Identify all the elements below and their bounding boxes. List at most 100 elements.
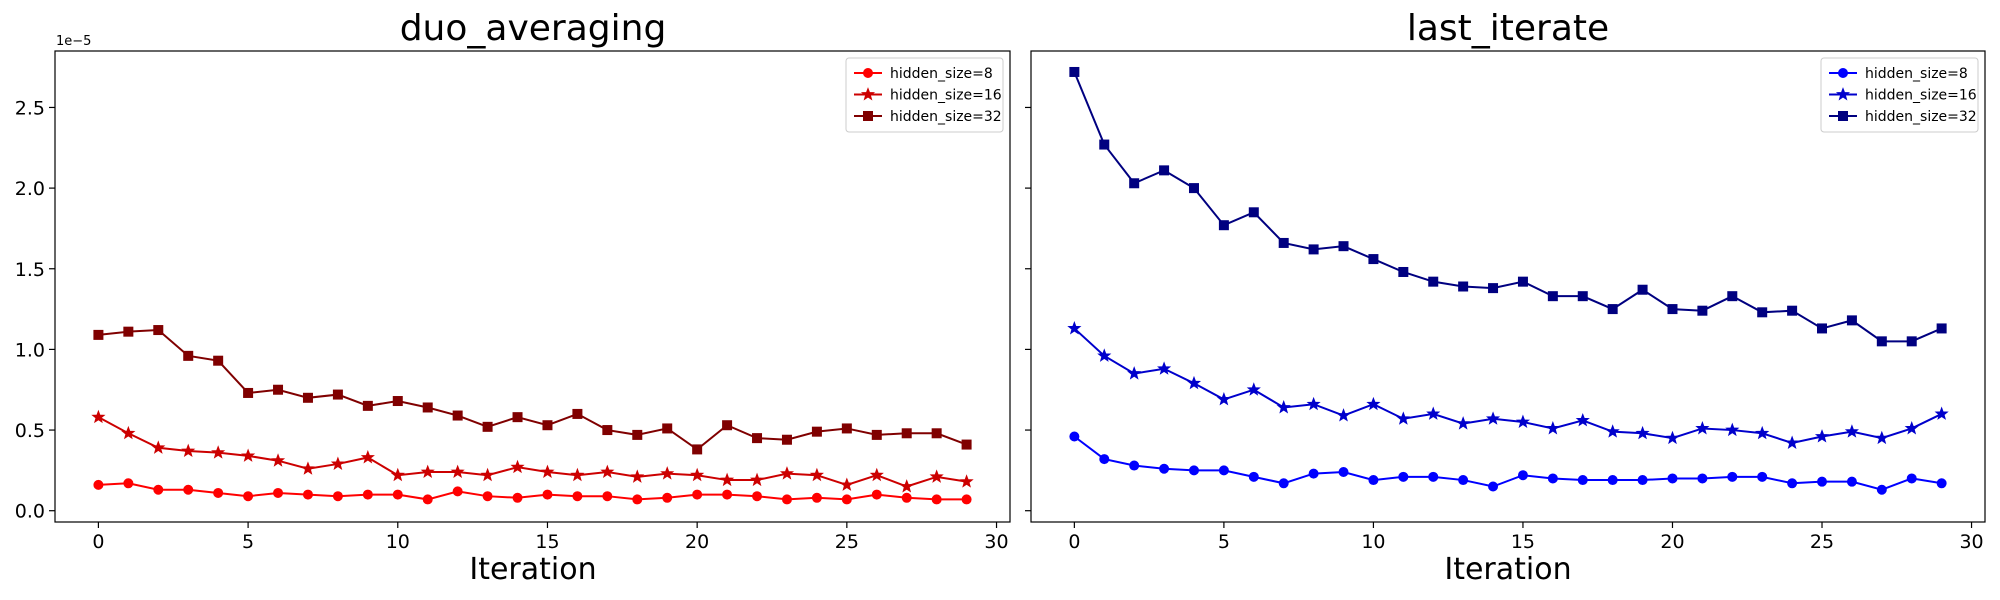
data-point-marker [1129, 460, 1140, 471]
x-tick-label: 15 [535, 531, 559, 553]
data-point-marker [1635, 425, 1650, 440]
legend-label: hidden_size=16 [890, 88, 1002, 104]
axes-frame [54, 50, 1011, 523]
data-point-marker [1186, 375, 1202, 390]
data-point-marker [632, 429, 643, 440]
y-tick-label: 0.5 [15, 420, 45, 442]
data-point-marker [482, 421, 493, 432]
data-point-marker [510, 459, 525, 474]
data-point-marker [1838, 111, 1848, 121]
chart-right: last_iterate 0 5 10 15 20 25 30 hidden_size=8hi… [1025, 8, 1986, 587]
data-point-marker [1785, 435, 1800, 449]
data-point-marker [1428, 276, 1439, 287]
data-point-marker [662, 492, 673, 503]
data-point-marker [1216, 391, 1231, 406]
data-point-marker [452, 410, 463, 421]
data-point-marker [781, 434, 792, 445]
data-point-marker [1934, 406, 1949, 420]
legend-item: hidden_size=16 [1829, 87, 1977, 104]
y-tick-label: 0.0 [15, 501, 45, 523]
data-point-marker [1667, 304, 1678, 315]
data-point-marker [811, 426, 822, 437]
data-point-marker [572, 408, 583, 419]
data-point-marker [542, 420, 553, 431]
data-point-marker [1665, 430, 1680, 445]
data-point-marker [1607, 304, 1618, 315]
data-point-marker [1637, 284, 1648, 295]
data-point-marker [1157, 361, 1172, 375]
data-point-marker [300, 461, 316, 475]
data-point-marker [1695, 421, 1710, 435]
data-point-marker [183, 350, 194, 361]
series-hidden_size=32 [1069, 66, 1947, 347]
data-point-marker [420, 464, 435, 479]
data-point-marker [392, 489, 403, 500]
data-point-marker [572, 491, 583, 502]
legend-label: hidden_size=32 [890, 109, 1002, 125]
data-point-marker [1218, 465, 1229, 476]
data-point-marker [961, 494, 972, 505]
data-point-marker [1276, 400, 1291, 414]
chart-title: duo_averaging [400, 8, 667, 49]
data-point-marker [123, 326, 134, 337]
data-point-marker [1605, 424, 1620, 438]
data-point-marker [1456, 416, 1471, 430]
data-point-marker [1817, 476, 1828, 487]
data-point-marker [600, 464, 615, 479]
data-point-marker [302, 489, 313, 500]
data-point-marker [1906, 473, 1917, 484]
data-point-marker [243, 491, 254, 502]
data-point-marker [1697, 473, 1708, 484]
data-point-marker [1607, 475, 1618, 486]
data-point-marker [360, 450, 375, 464]
data-point-marker [839, 477, 854, 491]
data-point-marker [422, 402, 433, 413]
series-hidden_size=32 [93, 325, 972, 455]
x-tick-label: 30 [984, 531, 1008, 553]
data-point-marker [181, 443, 196, 458]
y-tick-label: 2.0 [15, 178, 45, 200]
data-point-marker [1575, 412, 1590, 427]
data-point-marker [781, 494, 792, 505]
data-point-marker [1159, 165, 1170, 176]
data-point-marker [660, 466, 675, 480]
data-point-marker [1517, 470, 1528, 481]
x-tick-label: 0 [92, 531, 104, 553]
data-point-marker [1306, 396, 1321, 411]
data-point-marker [1248, 471, 1259, 482]
data-point-marker [512, 412, 523, 423]
data-point-marker [1787, 478, 1798, 489]
data-point-marker [1426, 406, 1441, 420]
data-point-marker [1577, 291, 1588, 302]
plot-area: 0 5 10 15 20 25 30 hidden_size=8 hidden_size=16h… [1025, 50, 1986, 553]
chart-left: duo_averaging 1e−5 0 5 10 15 20 25 30 0.0 0.5 1.0… [15, 8, 1011, 587]
data-point-marker [1787, 305, 1798, 316]
y-tick-label: 1.0 [15, 339, 45, 361]
data-point-marker [1817, 323, 1828, 334]
data-point-marker [153, 325, 164, 336]
x-tick-label: 25 [1810, 531, 1834, 553]
data-point-marker [1876, 336, 1887, 347]
data-point-marker [602, 491, 613, 502]
data-point-marker [1727, 291, 1738, 302]
data-point-marker [243, 387, 254, 398]
data-point-marker [1366, 396, 1381, 411]
data-point-marker [959, 474, 974, 488]
legend-label: hidden_size=32 [1865, 109, 1977, 125]
data-point-marker [1874, 430, 1889, 445]
data-point-marker [1757, 307, 1768, 318]
data-point-marker [93, 479, 104, 490]
legend: hidden_size=8 hidden_size=16 hidden_size=3… [1820, 57, 1979, 133]
data-point-marker [1697, 305, 1708, 316]
data-point-marker [1458, 281, 1469, 292]
x-tick-label: 30 [1959, 531, 1983, 553]
data-point-marker [482, 491, 493, 502]
data-point-marker [863, 111, 873, 121]
data-point-marker [362, 489, 373, 500]
data-point-marker [330, 456, 345, 470]
data-point-marker [1099, 454, 1110, 465]
data-point-marker [1727, 471, 1738, 482]
data-point-marker [1846, 476, 1857, 487]
x-tick-label: 25 [835, 531, 859, 553]
data-point-marker [332, 491, 343, 502]
